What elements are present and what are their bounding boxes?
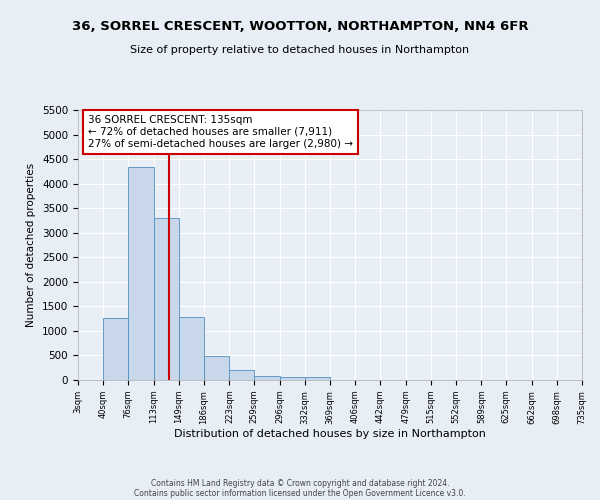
X-axis label: Distribution of detached houses by size in Northampton: Distribution of detached houses by size … — [174, 429, 486, 439]
Bar — [128, 168, 154, 380]
Bar — [229, 370, 254, 380]
Text: Contains HM Land Registry data © Crown copyright and database right 2024.: Contains HM Land Registry data © Crown c… — [151, 478, 449, 488]
Text: Contains public sector information licensed under the Open Government Licence v3: Contains public sector information licen… — [134, 488, 466, 498]
Bar — [154, 218, 179, 380]
Text: 36, SORREL CRESCENT, WOOTTON, NORTHAMPTON, NN4 6FR: 36, SORREL CRESCENT, WOOTTON, NORTHAMPTO… — [71, 20, 529, 33]
Bar — [280, 377, 305, 380]
Bar — [254, 376, 280, 380]
Bar — [305, 377, 330, 380]
Y-axis label: Number of detached properties: Number of detached properties — [26, 163, 37, 327]
Text: Size of property relative to detached houses in Northampton: Size of property relative to detached ho… — [130, 45, 470, 55]
Bar — [103, 318, 128, 380]
Bar — [204, 356, 229, 380]
Text: 36 SORREL CRESCENT: 135sqm
← 72% of detached houses are smaller (7,911)
27% of s: 36 SORREL CRESCENT: 135sqm ← 72% of deta… — [88, 116, 353, 148]
Bar — [179, 317, 204, 380]
